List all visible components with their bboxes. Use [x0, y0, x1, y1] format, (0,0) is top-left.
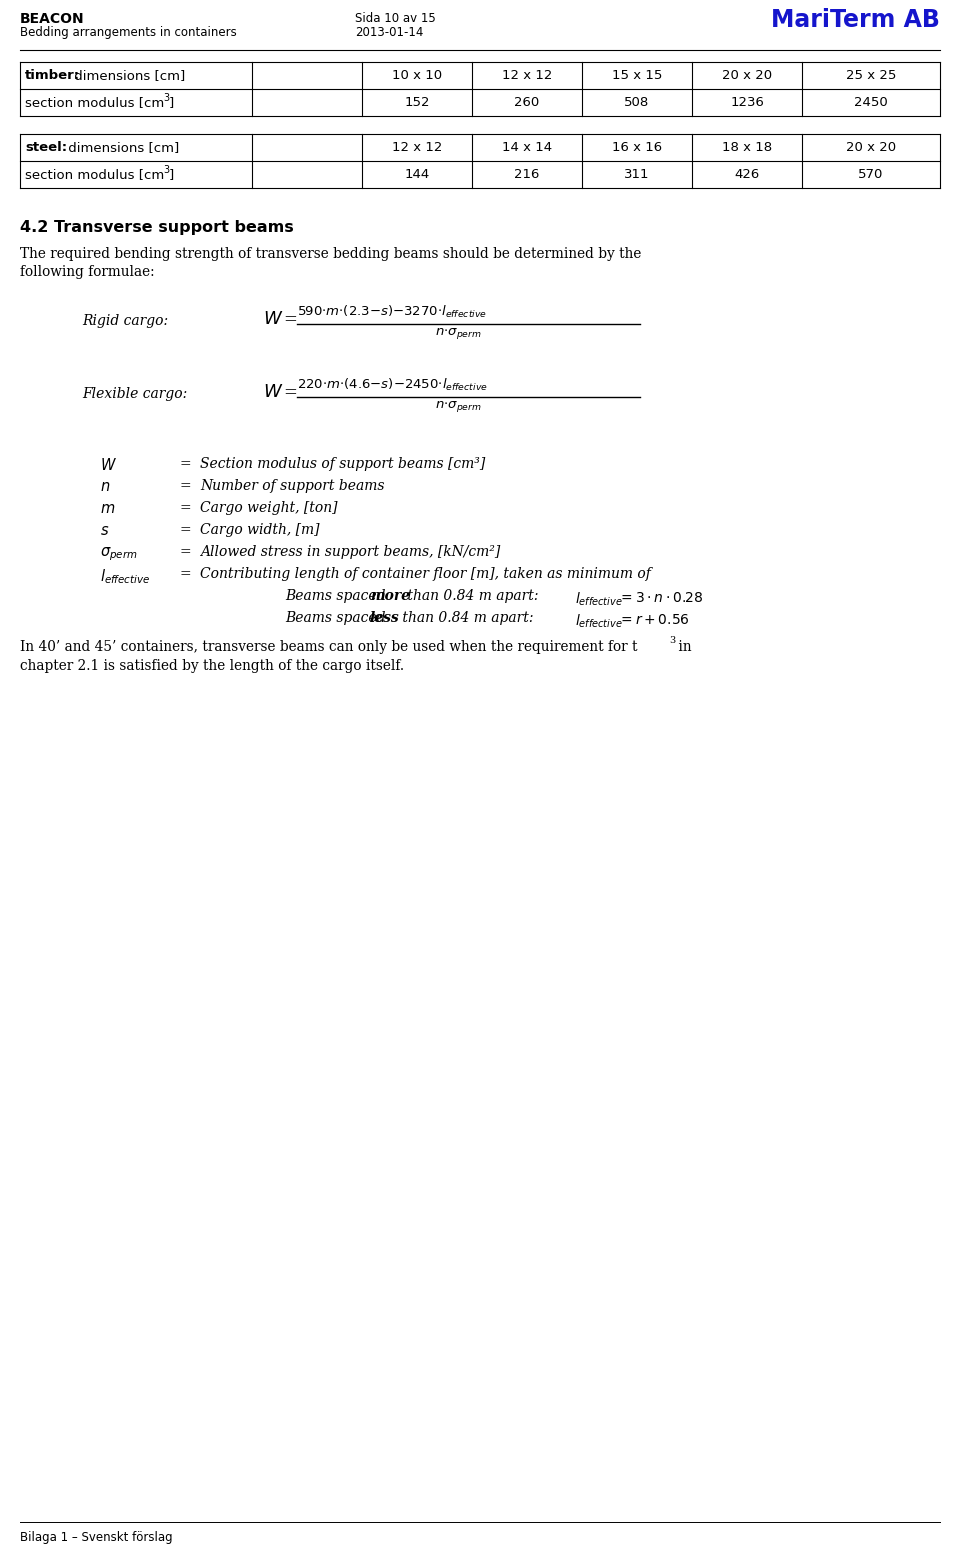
- Text: following formulae:: following formulae:: [20, 265, 155, 279]
- Text: $\mathit{l}_{\mathit{effective}}$: $\mathit{l}_{\mathit{effective}}$: [575, 613, 623, 630]
- Text: 426: 426: [734, 168, 759, 181]
- Text: 311: 311: [624, 168, 650, 181]
- Text: $\mathit{l}_{\mathit{effective}}$: $\mathit{l}_{\mathit{effective}}$: [575, 591, 623, 608]
- Text: =: =: [180, 523, 192, 537]
- Text: chapter 2.1 is satisfied by the length of the cargo itself.: chapter 2.1 is satisfied by the length o…: [20, 658, 404, 672]
- Text: Number of support beams: Number of support beams: [200, 479, 385, 493]
- Text: dimensions [cm]: dimensions [cm]: [70, 69, 185, 83]
- Text: Beams spaced: Beams spaced: [285, 612, 390, 626]
- Text: $\mathit{\sigma}_{\mathit{perm}}$: $\mathit{\sigma}_{\mathit{perm}}$: [100, 544, 137, 563]
- Text: 2013-01-14: 2013-01-14: [355, 27, 423, 39]
- Text: $n{\cdot}\sigma_{\mathit{perm}}$: $n{\cdot}\sigma_{\mathit{perm}}$: [435, 399, 482, 413]
- Text: 3: 3: [163, 94, 169, 103]
- Text: 508: 508: [624, 97, 650, 109]
- Text: Sida 10 av 15: Sida 10 av 15: [355, 12, 436, 25]
- Text: =: =: [180, 501, 192, 515]
- Text: $n{\cdot}\sigma_{\mathit{perm}}$: $n{\cdot}\sigma_{\mathit{perm}}$: [435, 326, 482, 342]
- Text: Allowed stress in support beams, [kN/cm²]: Allowed stress in support beams, [kN/cm²…: [200, 544, 500, 558]
- Text: Beams spaced: Beams spaced: [285, 590, 390, 604]
- Text: section modulus [cm: section modulus [cm: [25, 97, 164, 109]
- Text: 18 x 18: 18 x 18: [722, 140, 772, 154]
- Text: 10 x 10: 10 x 10: [392, 69, 442, 83]
- Text: =: =: [180, 457, 192, 471]
- Text: $\mathit{s}$: $\mathit{s}$: [100, 523, 109, 538]
- Text: $= r + 0.56$: $= r + 0.56$: [618, 613, 690, 627]
- Text: 14 x 14: 14 x 14: [502, 140, 552, 154]
- Text: Cargo weight, [ton]: Cargo weight, [ton]: [200, 501, 338, 515]
- Text: steel:: steel:: [25, 140, 67, 154]
- Text: Bedding arrangements in containers: Bedding arrangements in containers: [20, 27, 237, 39]
- Text: 25 x 25: 25 x 25: [846, 69, 897, 83]
- Text: 3: 3: [163, 165, 169, 175]
- Text: =: =: [283, 384, 297, 401]
- Text: Contributing length of container floor [m], taken as minimum of: Contributing length of container floor […: [200, 566, 651, 580]
- Text: $\mathit{W}$: $\mathit{W}$: [100, 457, 117, 473]
- Text: 4.2 Transverse support beams: 4.2 Transverse support beams: [20, 220, 294, 236]
- Text: The required bending strength of transverse bedding beams should be determined b: The required bending strength of transve…: [20, 246, 641, 261]
- Text: section modulus [cm: section modulus [cm: [25, 168, 164, 181]
- Text: dimensions [cm]: dimensions [cm]: [64, 140, 180, 154]
- Text: =: =: [180, 479, 192, 493]
- Text: in: in: [674, 640, 691, 654]
- Text: than 0.84 m apart:: than 0.84 m apart:: [398, 612, 534, 626]
- Text: $\mathit{l}_{\mathit{effective}}$: $\mathit{l}_{\mathit{effective}}$: [100, 566, 151, 585]
- Text: =: =: [180, 544, 192, 558]
- Text: timber:: timber:: [25, 69, 80, 83]
- Text: 1236: 1236: [730, 97, 764, 109]
- Text: 12 x 12: 12 x 12: [502, 69, 552, 83]
- Text: $220{\cdot}m{\cdot}(4.6{-}s){-}2450{\cdot}l_{\mathit{effective}}$: $220{\cdot}m{\cdot}(4.6{-}s){-}2450{\cdo…: [297, 378, 488, 393]
- Text: Rigid cargo:: Rigid cargo:: [82, 314, 168, 328]
- Text: In 40’ and 45’ containers, transverse beams can only be used when the requiremen: In 40’ and 45’ containers, transverse be…: [20, 640, 637, 654]
- Text: =: =: [283, 310, 297, 328]
- Text: 15 x 15: 15 x 15: [612, 69, 662, 83]
- Text: 216: 216: [515, 168, 540, 181]
- Text: 12 x 12: 12 x 12: [392, 140, 443, 154]
- Text: less: less: [370, 612, 399, 626]
- Text: Section modulus of support beams [cm³]: Section modulus of support beams [cm³]: [200, 457, 485, 471]
- Text: $\mathit{m}$: $\mathit{m}$: [100, 501, 115, 516]
- Text: 570: 570: [858, 168, 884, 181]
- Text: ]: ]: [169, 168, 175, 181]
- Text: 152: 152: [404, 97, 430, 109]
- Text: $\mathit{W}$: $\mathit{W}$: [263, 310, 283, 328]
- Text: $\mathit{n}$: $\mathit{n}$: [100, 479, 110, 495]
- Text: 16 x 16: 16 x 16: [612, 140, 662, 154]
- Text: Flexible cargo:: Flexible cargo:: [82, 387, 187, 401]
- Text: ]: ]: [169, 97, 175, 109]
- Text: more: more: [370, 590, 410, 604]
- Text: $\mathit{W}$: $\mathit{W}$: [263, 384, 283, 401]
- Text: 3: 3: [669, 636, 675, 644]
- Text: Cargo width, [m]: Cargo width, [m]: [200, 523, 320, 537]
- Text: 260: 260: [515, 97, 540, 109]
- Text: 144: 144: [404, 168, 430, 181]
- Text: than 0.84 m apart:: than 0.84 m apart:: [403, 590, 539, 604]
- Text: BEACON: BEACON: [20, 12, 84, 27]
- Text: 2450: 2450: [854, 97, 888, 109]
- Text: 20 x 20: 20 x 20: [722, 69, 772, 83]
- Text: $590{\cdot}m{\cdot}(2.3{-}s){-}3270{\cdot}l_{\mathit{effective}}$: $590{\cdot}m{\cdot}(2.3{-}s){-}3270{\cdo…: [297, 304, 487, 320]
- Text: MariTerm AB: MariTerm AB: [771, 8, 940, 33]
- Text: =: =: [180, 566, 192, 580]
- Text: $= 3 \cdot n \cdot 0.28$: $= 3 \cdot n \cdot 0.28$: [618, 591, 704, 605]
- Text: Bilaga 1 – Svenskt förslag: Bilaga 1 – Svenskt förslag: [20, 1530, 173, 1544]
- Text: 20 x 20: 20 x 20: [846, 140, 896, 154]
